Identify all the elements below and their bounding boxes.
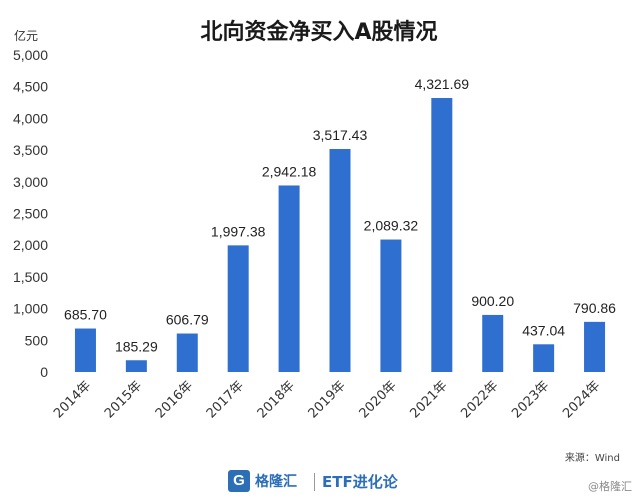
- x-tick-label: 2014年: [51, 378, 94, 421]
- x-tick-label: 2024年: [560, 378, 603, 421]
- x-tick-label: 2023年: [509, 378, 552, 421]
- footer-divider: [314, 473, 315, 491]
- x-tick-label: 2022年: [458, 378, 501, 421]
- y-tick-label: 1,500: [13, 269, 48, 285]
- y-tick-label: 500: [25, 332, 49, 348]
- x-tick-label: 2015年: [102, 378, 145, 421]
- bar: [125, 360, 147, 372]
- bar: [380, 239, 402, 372]
- y-unit-label: 亿元: [14, 28, 38, 43]
- bar: [584, 321, 606, 372]
- bar: [176, 333, 198, 372]
- chart-title: 北向资金净买入A股情况: [200, 20, 438, 45]
- data-label: 790.86: [573, 300, 616, 316]
- footer: G 格隆汇 ETF进化论 @格隆汇: [0, 466, 638, 500]
- y-tick-label: 3,500: [13, 142, 48, 158]
- bar: [227, 245, 249, 372]
- bar: [74, 328, 96, 372]
- y-tick-label: 2,000: [13, 237, 48, 253]
- y-tick-label: 4,500: [13, 79, 48, 95]
- x-tick-label: 2017年: [204, 378, 247, 421]
- x-tick-label: 2020年: [357, 378, 400, 421]
- watermark: @格隆汇: [588, 480, 632, 493]
- data-label: 685.70: [64, 307, 107, 323]
- x-tick-label: 2018年: [255, 378, 298, 421]
- bar-chart: 亿元 0 500 1,000 1,500 2,000 2,500 3,000 3,500 4,00…: [13, 28, 616, 421]
- bar: [533, 344, 555, 372]
- y-tick-label: 4,000: [13, 110, 48, 126]
- data-label: 4,321.69: [415, 76, 470, 92]
- footer-brand: ETF进化论: [322, 473, 398, 491]
- data-label: 2,089.32: [364, 218, 419, 234]
- bar: [431, 98, 453, 372]
- y-tick-label: 2,500: [13, 206, 48, 222]
- data-label: 185.29: [115, 338, 158, 354]
- gelonghui-logo-icon: G: [228, 470, 250, 492]
- y-tick-label: 3,000: [13, 174, 48, 190]
- x-tick-label: 2016年: [153, 378, 196, 421]
- bar: [329, 148, 351, 372]
- x-tick-label: 2019年: [306, 378, 349, 421]
- y-tick-label: 5,000: [13, 47, 48, 63]
- data-label: 3,517.43: [313, 127, 368, 143]
- data-label: 2,942.18: [262, 163, 317, 179]
- bar: [278, 185, 300, 372]
- data-label: 437.04: [522, 322, 565, 338]
- data-label: 606.79: [166, 312, 209, 328]
- data-label: 900.20: [471, 293, 514, 309]
- y-tick-label: 1,000: [13, 301, 48, 317]
- y-tick-label: 0: [40, 364, 48, 380]
- logo-text: 格隆汇: [255, 474, 297, 490]
- source-note: 来源：Wind: [564, 453, 620, 464]
- x-tick-label: 2021年: [407, 378, 450, 421]
- bar: [482, 314, 504, 372]
- data-label: 1,997.38: [211, 223, 266, 239]
